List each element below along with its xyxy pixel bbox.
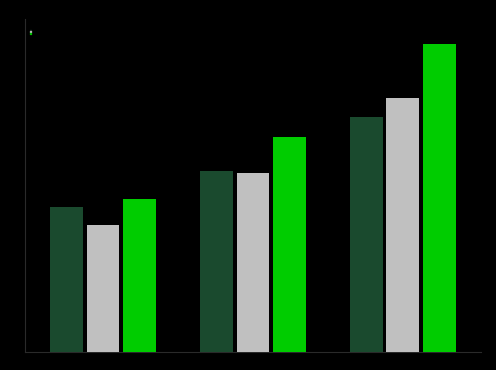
Bar <box>273 137 306 352</box>
Bar <box>423 44 456 352</box>
Bar <box>87 225 120 352</box>
Bar <box>386 98 419 352</box>
Bar <box>50 207 83 352</box>
Bar <box>123 199 156 352</box>
Legend: , , : , , <box>30 29 31 34</box>
Bar <box>237 173 269 352</box>
Bar <box>350 117 383 352</box>
Bar <box>200 171 233 352</box>
